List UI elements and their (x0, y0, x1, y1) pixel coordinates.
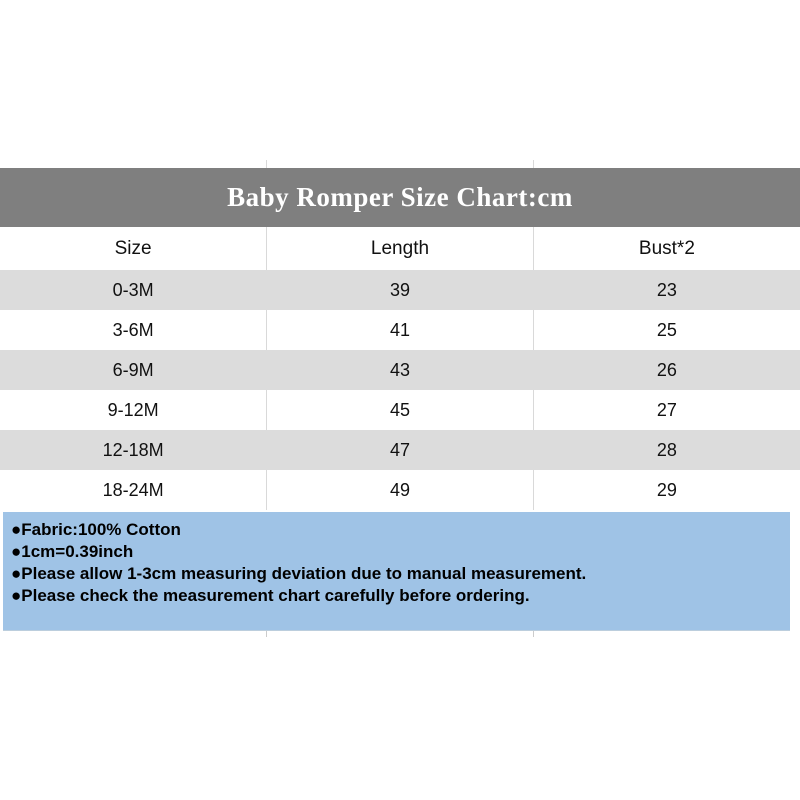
header-length: Length (266, 227, 534, 270)
table-row: 12-18M 47 28 (0, 430, 800, 470)
cell-size: 6-9M (112, 359, 154, 380)
cell-size: 18-24M (102, 479, 164, 500)
cell-bust: 28 (656, 439, 677, 460)
grid-stub-top-right (533, 160, 534, 168)
cell-length: 49 (266, 470, 534, 510)
table-row: 9-12M 45 27 (0, 390, 800, 430)
cell-size: 3-6M (112, 319, 154, 340)
cell-bust: 26 (656, 359, 677, 380)
note-check-chart: ●Please check the measurement chart care… (11, 586, 530, 605)
cell-bust: 25 (532, 310, 800, 350)
note-deviation: ●Please allow 1-3cm measuring deviation … (11, 564, 587, 583)
cell-length: 43 (389, 359, 410, 380)
cell-length: 47 (389, 439, 410, 460)
chart-title-band: Baby Romper Size Chart:cm (0, 168, 800, 227)
notes-box: ●Fabric:100% Cotton ●1cm=0.39inch ●Pleas… (3, 512, 790, 631)
cell-length: 41 (266, 310, 534, 350)
cell-length: 45 (266, 390, 534, 430)
cell-bust: 23 (656, 279, 677, 300)
cell-length: 39 (389, 279, 410, 300)
header-bust: Bust*2 (532, 227, 800, 270)
cell-bust: 29 (532, 470, 800, 510)
table-row: 18-24M 49 29 (0, 470, 800, 510)
cell-size: 9-12M (107, 399, 159, 420)
grid-stub-bottom-right (533, 631, 534, 637)
table-row: 0-3M 39 23 (0, 270, 800, 310)
cell-bust: 27 (532, 390, 800, 430)
cell-size: 12-18M (102, 439, 164, 460)
table-header-row: Size Length Bust*2 (0, 227, 800, 270)
header-size: Size (0, 227, 267, 270)
table-row: 3-6M 41 25 (0, 310, 800, 350)
note-conversion: ●1cm=0.39inch (11, 542, 134, 561)
grid-stub-bottom-left (266, 631, 267, 637)
size-chart-table: Size Length Bust*2 0-3M 39 23 3-6M 41 25… (0, 227, 800, 510)
grid-stub-top-left (266, 160, 267, 168)
table-row: 6-9M 43 26 (0, 350, 800, 390)
chart-title: Baby Romper Size Chart:cm (227, 182, 573, 212)
note-fabric: ●Fabric:100% Cotton (11, 520, 181, 539)
cell-size: 0-3M (112, 279, 154, 300)
